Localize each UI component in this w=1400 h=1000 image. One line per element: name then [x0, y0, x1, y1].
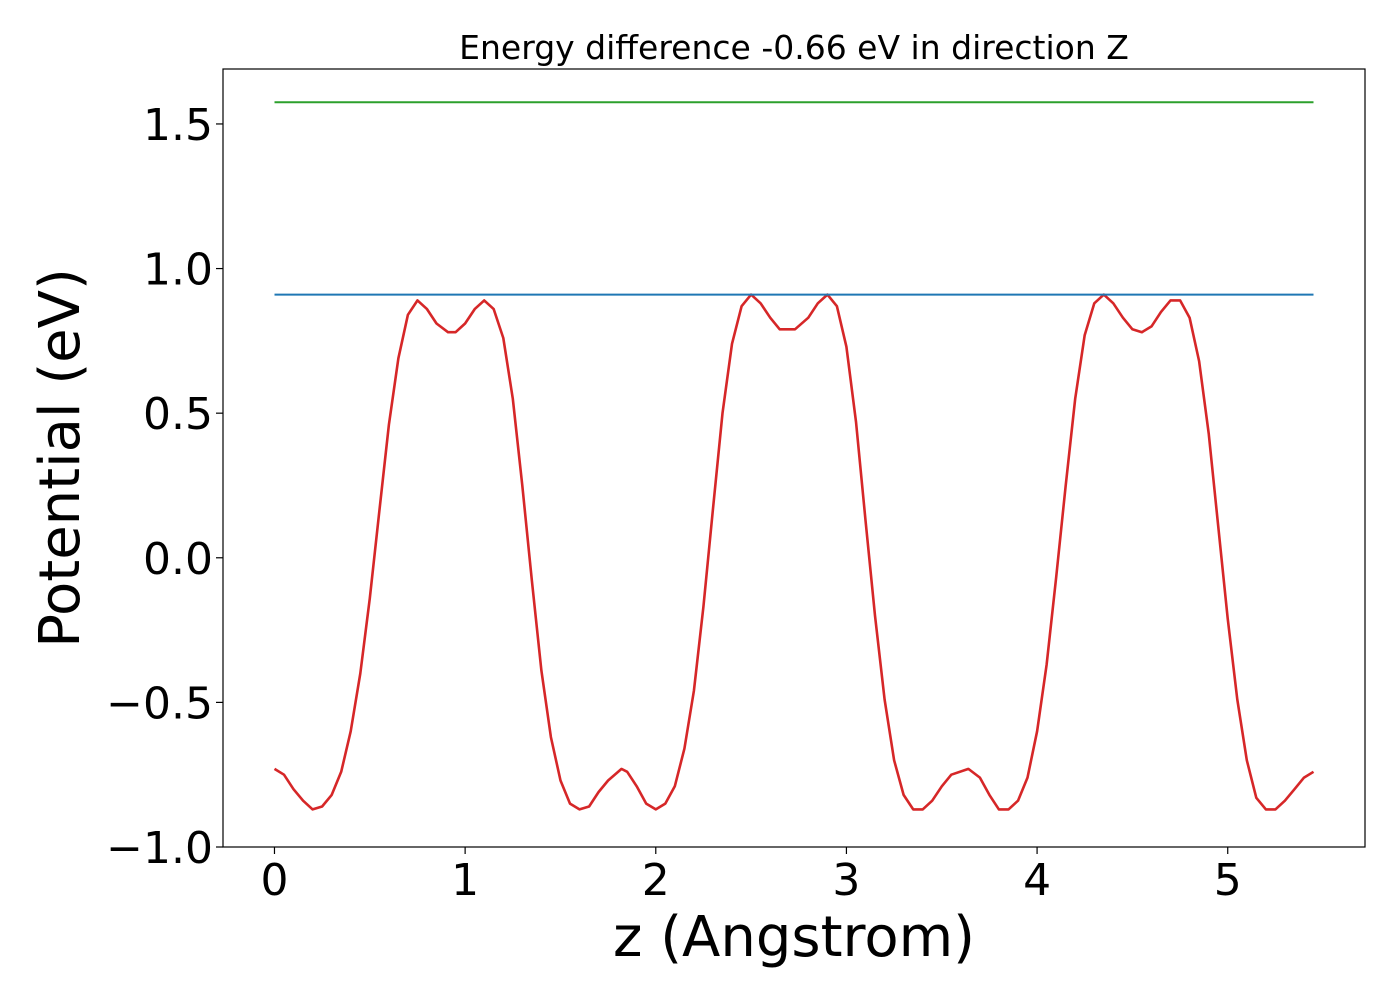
- y-axis-label: Potential (eV): [28, 268, 93, 648]
- x-tick-label: 2: [642, 855, 670, 906]
- y-tick-label: −1.0: [106, 823, 213, 874]
- plot-frame: [222, 68, 1366, 848]
- y-tick-label: 0.0: [143, 534, 213, 585]
- x-tick-label: 0: [260, 855, 288, 906]
- x-axis-label: z (Angstrom): [613, 905, 975, 970]
- y-tick-label: 0.5: [143, 389, 213, 440]
- potential-curve: [273, 293, 1315, 811]
- y-tick-label: −0.5: [106, 678, 213, 729]
- chart-title: Energy difference -0.66 eV in direction …: [459, 28, 1129, 67]
- x-axis: 0 1 2 3 4 5: [260, 847, 1242, 906]
- x-tick-label: 5: [1214, 855, 1242, 906]
- y-tick-label: 1.5: [143, 100, 213, 151]
- series-layer: [273, 101, 1315, 811]
- y-axis: −1.0 −0.5 0.0 0.5 1.0 1.5: [106, 100, 223, 874]
- x-tick-label: 4: [1023, 855, 1051, 906]
- x-tick-label: 1: [451, 855, 479, 906]
- y-tick-label: 1.0: [143, 245, 213, 296]
- x-tick-label: 3: [832, 855, 860, 906]
